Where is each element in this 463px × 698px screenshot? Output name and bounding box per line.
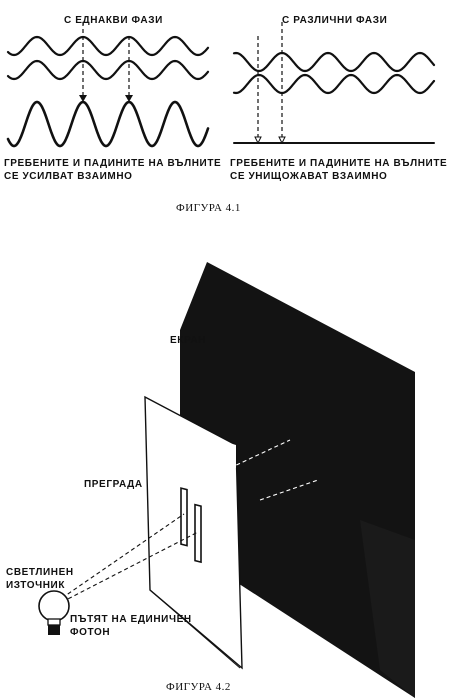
right-arrow-1 xyxy=(254,136,262,145)
left-caption-line-2: СЕ УСИЛВАТ ВЗАИМНО xyxy=(4,171,133,182)
photon-path-label-line-2: ФОТОН xyxy=(70,627,111,638)
light-bulb-icon xyxy=(38,590,70,635)
right-arrow-2 xyxy=(278,136,286,145)
screen-label: ЕКРАН xyxy=(170,335,207,346)
left-arrow-2 xyxy=(125,95,133,102)
light-source-label-line-2: ИЗТОЧНИК xyxy=(6,580,66,591)
barrier-shadow xyxy=(180,428,236,468)
left-arrow-1 xyxy=(79,95,87,102)
ray-through-lower xyxy=(259,479,319,501)
same-phase-title: С ЕДНАКВИ ФАЗИ xyxy=(64,15,163,26)
left-wave-1 xyxy=(6,35,210,57)
right-wave-2 xyxy=(232,73,436,95)
right-wave-1 xyxy=(232,51,436,73)
right-caption-line-2: СЕ УНИЩОЖАВАТ ВЗАИМНО xyxy=(230,171,388,182)
left-sum-wave xyxy=(6,100,210,148)
figure-4-1-caption: ФИГУРА 4.1 xyxy=(176,202,241,214)
photon-path-label-line-1: ПЪТЯТ НА ЕДИНИЧЕН xyxy=(70,614,192,625)
slit-lower xyxy=(194,503,202,564)
slit-upper xyxy=(180,487,188,547)
left-caption-line-1: ГРЕБЕНИТЕ И ПАДИНИТЕ НА ВЪЛНИТЕ xyxy=(4,158,222,169)
barrier-label: ПРЕГРАДА xyxy=(84,479,143,490)
barrier-panel xyxy=(144,395,243,670)
ray-upper xyxy=(61,513,185,599)
light-source-label-line-1: СВЕТЛИНЕН xyxy=(6,567,74,578)
screen-panel xyxy=(180,262,415,698)
different-phase-title: С РАЗЛИЧНИ ФАЗИ xyxy=(282,15,388,26)
path-reference-line xyxy=(149,589,241,669)
left-wave-2 xyxy=(6,59,210,81)
ray-lower xyxy=(61,531,199,603)
figure-4-2-caption: ФИГУРА 4.2 xyxy=(166,681,231,693)
screen-lower-shadow xyxy=(360,520,415,698)
right-caption-line-1: ГРЕБЕНИТЕ И ПАДИНИТЕ НА ВЪЛНИТЕ xyxy=(230,158,448,169)
